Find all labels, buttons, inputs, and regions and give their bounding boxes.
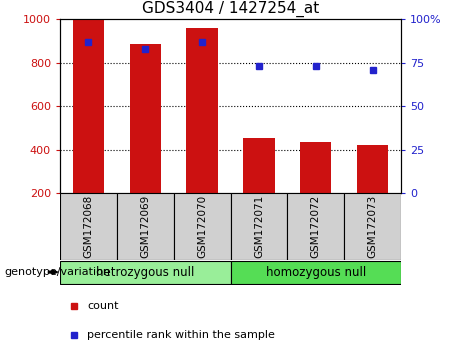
Text: percentile rank within the sample: percentile rank within the sample	[87, 330, 275, 340]
Bar	[300, 142, 331, 193]
Bar	[230, 193, 287, 260]
Bar	[230, 261, 401, 284]
Text: hetrozygous null: hetrozygous null	[96, 266, 195, 279]
Bar	[60, 193, 117, 260]
Bar	[130, 44, 161, 193]
Bar	[60, 261, 230, 284]
Text: count: count	[87, 301, 119, 311]
Bar	[73, 6, 104, 193]
Text: GSM172069: GSM172069	[140, 195, 150, 258]
Text: GSM172070: GSM172070	[197, 195, 207, 258]
Bar	[243, 138, 275, 193]
Text: GSM172073: GSM172073	[367, 195, 378, 258]
Bar	[174, 193, 230, 260]
Text: homozygous null: homozygous null	[266, 266, 366, 279]
Bar	[186, 28, 218, 193]
Text: GSM172068: GSM172068	[83, 195, 94, 258]
Bar	[117, 193, 174, 260]
Text: GSM172071: GSM172071	[254, 195, 264, 258]
Text: GSM172072: GSM172072	[311, 195, 321, 258]
Title: GDS3404 / 1427254_at: GDS3404 / 1427254_at	[142, 0, 319, 17]
Bar	[357, 145, 388, 193]
Bar	[287, 193, 344, 260]
Text: genotype/variation: genotype/variation	[5, 267, 111, 277]
Bar	[344, 193, 401, 260]
